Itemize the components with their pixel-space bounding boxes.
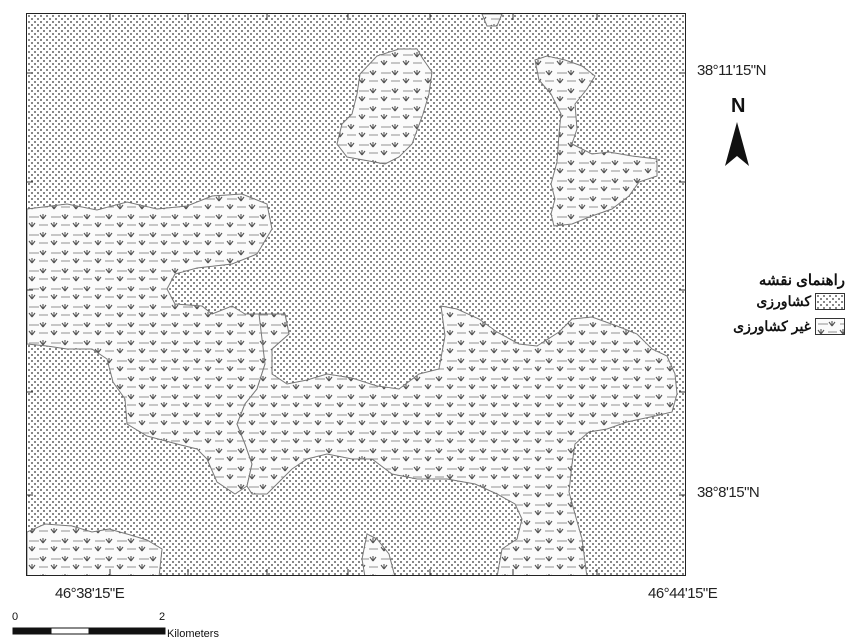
legend-item-agricultural: کشاورزی xyxy=(756,293,845,310)
non-agri-patch-south-small xyxy=(361,533,395,575)
map-frame xyxy=(26,13,686,576)
legend-title: راهنمای نقشه xyxy=(758,272,845,289)
scale-start-label: 0 xyxy=(12,611,19,623)
lat-label-south: 38°8'15"N xyxy=(697,484,760,501)
lat-label-north: 38°11'15"N xyxy=(697,62,766,79)
lon-label-west: 46°38'15"E xyxy=(55,585,125,602)
non-agricultural-areas xyxy=(27,14,678,575)
scale-end-label: 2 xyxy=(159,611,166,623)
dots-pattern-swatch xyxy=(815,293,845,310)
legend-item-non-agricultural: غیر کشاورزی xyxy=(733,318,845,335)
non-agri-patch-southwest xyxy=(27,523,163,575)
non-agri-patch-south xyxy=(236,305,678,575)
non-agri-patch-top-notch xyxy=(481,14,503,27)
lon-label-east: 46°44'15"E xyxy=(648,585,718,602)
non-agri-patch-northeast xyxy=(534,55,658,227)
legend-label-non-agricultural: غیر کشاورزی xyxy=(733,318,811,334)
scale-unit-label: Kilometers xyxy=(167,628,219,640)
scale-bar-graphic xyxy=(12,627,166,635)
scale-bar: 0 2 Kilometers xyxy=(12,611,372,644)
north-arrow-icon xyxy=(725,122,749,166)
land-use-map xyxy=(27,14,685,575)
non-agri-patch-north xyxy=(336,48,433,165)
north-label: N xyxy=(731,95,746,117)
marsh-pattern-swatch xyxy=(815,318,845,335)
legend-label-agricultural: کشاورزی xyxy=(756,293,811,309)
